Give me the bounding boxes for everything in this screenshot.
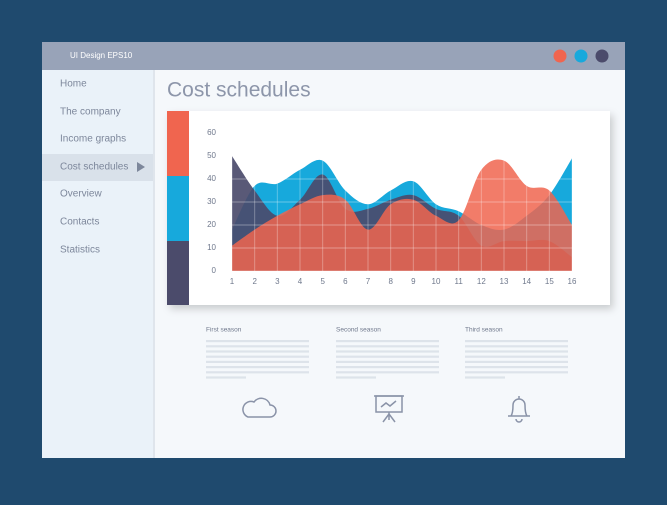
board-icon-lines	[374, 395, 404, 423]
icons	[242, 395, 530, 423]
nav-item[interactable]: Overview	[60, 189, 102, 200]
x-tick-label: 10	[432, 277, 441, 286]
placeholder-line	[206, 340, 309, 343]
y-tick-label: 30	[207, 197, 216, 206]
placeholder-line	[206, 345, 309, 348]
x-tick-label: 3	[275, 277, 280, 286]
placeholder-line	[465, 350, 568, 353]
x-tick-label: 14	[522, 277, 531, 286]
placeholder-line	[336, 366, 439, 369]
placeholder-line	[206, 355, 309, 358]
y-tick-label: 0	[212, 266, 217, 275]
y-tick-label: 50	[207, 151, 216, 160]
placeholder-line	[465, 371, 568, 374]
placeholder-line	[465, 360, 568, 363]
placeholder-text	[206, 340, 568, 379]
placeholder-line	[336, 355, 439, 358]
y-tick-label: 10	[207, 243, 216, 252]
x-tick-label: 6	[343, 277, 348, 286]
active-arrow	[137, 162, 145, 172]
title-bar	[42, 42, 625, 70]
placeholder-line	[336, 350, 439, 353]
placeholder-line	[336, 340, 439, 343]
nav-item[interactable]: Home	[60, 79, 87, 90]
strip	[167, 111, 189, 176]
placeholder-line	[336, 345, 439, 348]
x-tick-label: 16	[568, 277, 577, 286]
placeholder-line	[465, 340, 568, 343]
x-tick-label: 11	[455, 277, 464, 286]
y-tick-label: 40	[207, 174, 216, 183]
close-button[interactable]	[553, 49, 567, 63]
placeholder-line	[465, 355, 568, 358]
y-tick-label: 20	[207, 220, 216, 229]
bell-icon	[508, 396, 530, 423]
nav-item[interactable]: Statistics	[60, 245, 100, 256]
nav-item[interactable]: Income graphs	[60, 134, 126, 145]
placeholder-line	[206, 366, 309, 369]
x-tick-label: 2	[252, 277, 257, 286]
placeholder-line	[206, 371, 309, 374]
x-tick-label: 12	[477, 277, 486, 286]
active-nav-bg	[42, 154, 153, 181]
sidebar	[42, 70, 153, 458]
nav-item[interactable]: The company	[60, 107, 121, 118]
placeholder-line	[465, 376, 505, 379]
sidebar-edge	[153, 70, 155, 458]
x-tick-label: 9	[411, 277, 416, 286]
page-title: Cost schedules	[167, 79, 311, 102]
placeholder-line	[336, 360, 439, 363]
x-tick-label: 8	[388, 277, 393, 286]
placeholder-line	[206, 350, 309, 353]
season-title: Second season	[336, 327, 381, 334]
maximize-button[interactable]	[595, 49, 609, 63]
minimize-button[interactable]	[574, 49, 588, 63]
y-tick-label: 60	[207, 128, 216, 137]
area	[232, 159, 572, 271]
x-tick-label: 13	[500, 277, 509, 286]
placeholder-line	[465, 366, 568, 369]
strip	[167, 176, 189, 241]
season-title: Third season	[465, 327, 503, 334]
placeholder-line	[336, 376, 376, 379]
x-tick-label: 4	[298, 277, 303, 286]
placeholder-line	[206, 360, 309, 363]
nav-item[interactable]: Contacts	[60, 217, 99, 228]
x-tick-label: 15	[545, 277, 554, 286]
window-title: UI Design EPS10	[70, 51, 133, 60]
x-tick-label: 7	[366, 277, 371, 286]
placeholder-line	[465, 345, 568, 348]
cloud-icon	[242, 397, 277, 418]
x-tick-label: 1	[230, 277, 235, 286]
strip	[167, 241, 189, 305]
placeholder-line	[206, 376, 246, 379]
x-tick-label: 5	[320, 277, 325, 286]
placeholder-line	[336, 371, 439, 374]
nav-item[interactable]: Cost schedules	[60, 162, 128, 173]
season-title: First season	[206, 327, 242, 334]
